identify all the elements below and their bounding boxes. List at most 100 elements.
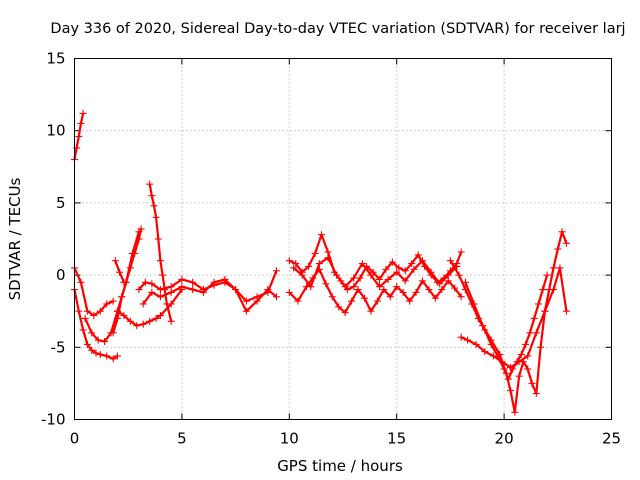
data-point [139,300,147,308]
data-point [333,271,341,279]
data-point [92,349,100,357]
series-line [73,289,119,360]
data-point [395,264,403,272]
data-point [464,336,472,344]
data-point [384,275,392,283]
data-point [550,286,558,294]
data-point [507,387,515,395]
y-tick: -5 [51,338,66,356]
data-point [101,338,109,346]
series-track-f [113,286,186,330]
data-point [451,284,459,292]
data-point [79,109,87,117]
data-point [425,286,433,294]
data-point [156,286,164,294]
series-track-h [111,257,128,286]
data-point [120,312,128,320]
y-tick: 0 [56,266,66,284]
x-axis-label: GPS time / hours [277,457,403,475]
data-point [507,364,515,372]
series-markers [111,257,128,286]
data-point [126,317,134,325]
data-point [290,264,298,272]
data-point [399,288,407,296]
y-tick-label: -10 [41,411,66,429]
data-point [457,248,465,256]
data-point [554,245,562,253]
data-point [376,283,384,291]
data-point [511,408,519,416]
data-point [318,231,326,239]
series-track-a [71,109,87,164]
data-point [358,260,366,268]
y-tick: 10 [46,122,65,140]
data-point [446,257,454,265]
data-point [341,283,349,291]
data-point [103,352,111,360]
data-point [515,358,523,366]
data-point [461,278,469,286]
data-point [388,258,396,266]
data-point [382,265,390,273]
series-markers [285,231,465,294]
x-tick: 25 [602,430,621,448]
data-point [199,288,207,296]
data-point [532,329,540,337]
data-point [562,307,570,315]
data-point [77,278,85,286]
data-point [148,288,156,296]
data-point [109,297,117,305]
data-point [253,297,261,305]
x-tick: 10 [280,430,299,448]
data-point [410,265,418,273]
series-track-l [285,265,465,317]
data-point [232,286,240,294]
data-point [298,271,306,279]
series-track-o [461,228,570,416]
data-point [264,286,272,294]
y-tick-label: 0 [56,266,66,284]
data-point [111,257,119,265]
data-point [350,274,358,282]
data-point [272,267,280,275]
chart-title: Day 336 of 2020, Sidereal Day-to-day VTE… [50,21,625,37]
series-line [112,228,143,334]
series-line [464,230,568,414]
series-markers [71,286,121,363]
data-point [88,346,96,354]
data-point [418,277,426,285]
data-point [77,119,85,127]
data-point [431,294,439,302]
series-line [84,231,140,343]
data-point [543,271,551,279]
data-point [457,293,465,301]
data-point [354,286,362,294]
series-markers [71,109,87,164]
data-point [285,288,293,296]
data-point [360,294,368,302]
data-point [539,286,547,294]
data-point [406,297,414,305]
x-tick: 15 [387,430,406,448]
data-point [322,280,330,288]
data-point [541,307,549,315]
x-tick-label: 5 [177,430,187,448]
data-point [408,260,416,268]
series-track-k [285,231,465,294]
x-tick-label: 10 [280,430,299,448]
series-track-p [457,264,570,372]
data-point [393,283,401,291]
series-track-e [109,225,145,337]
y-tick-label: 10 [46,122,65,140]
data-point [137,225,145,233]
data-point [189,286,197,294]
data-point [376,275,384,283]
data-point [386,293,394,301]
data-point [221,275,229,283]
data-point [524,352,532,360]
data-point [94,336,102,344]
data-point [479,322,487,330]
data-point [210,278,218,286]
data-point [116,268,124,276]
y-tick-label: 5 [56,194,66,212]
